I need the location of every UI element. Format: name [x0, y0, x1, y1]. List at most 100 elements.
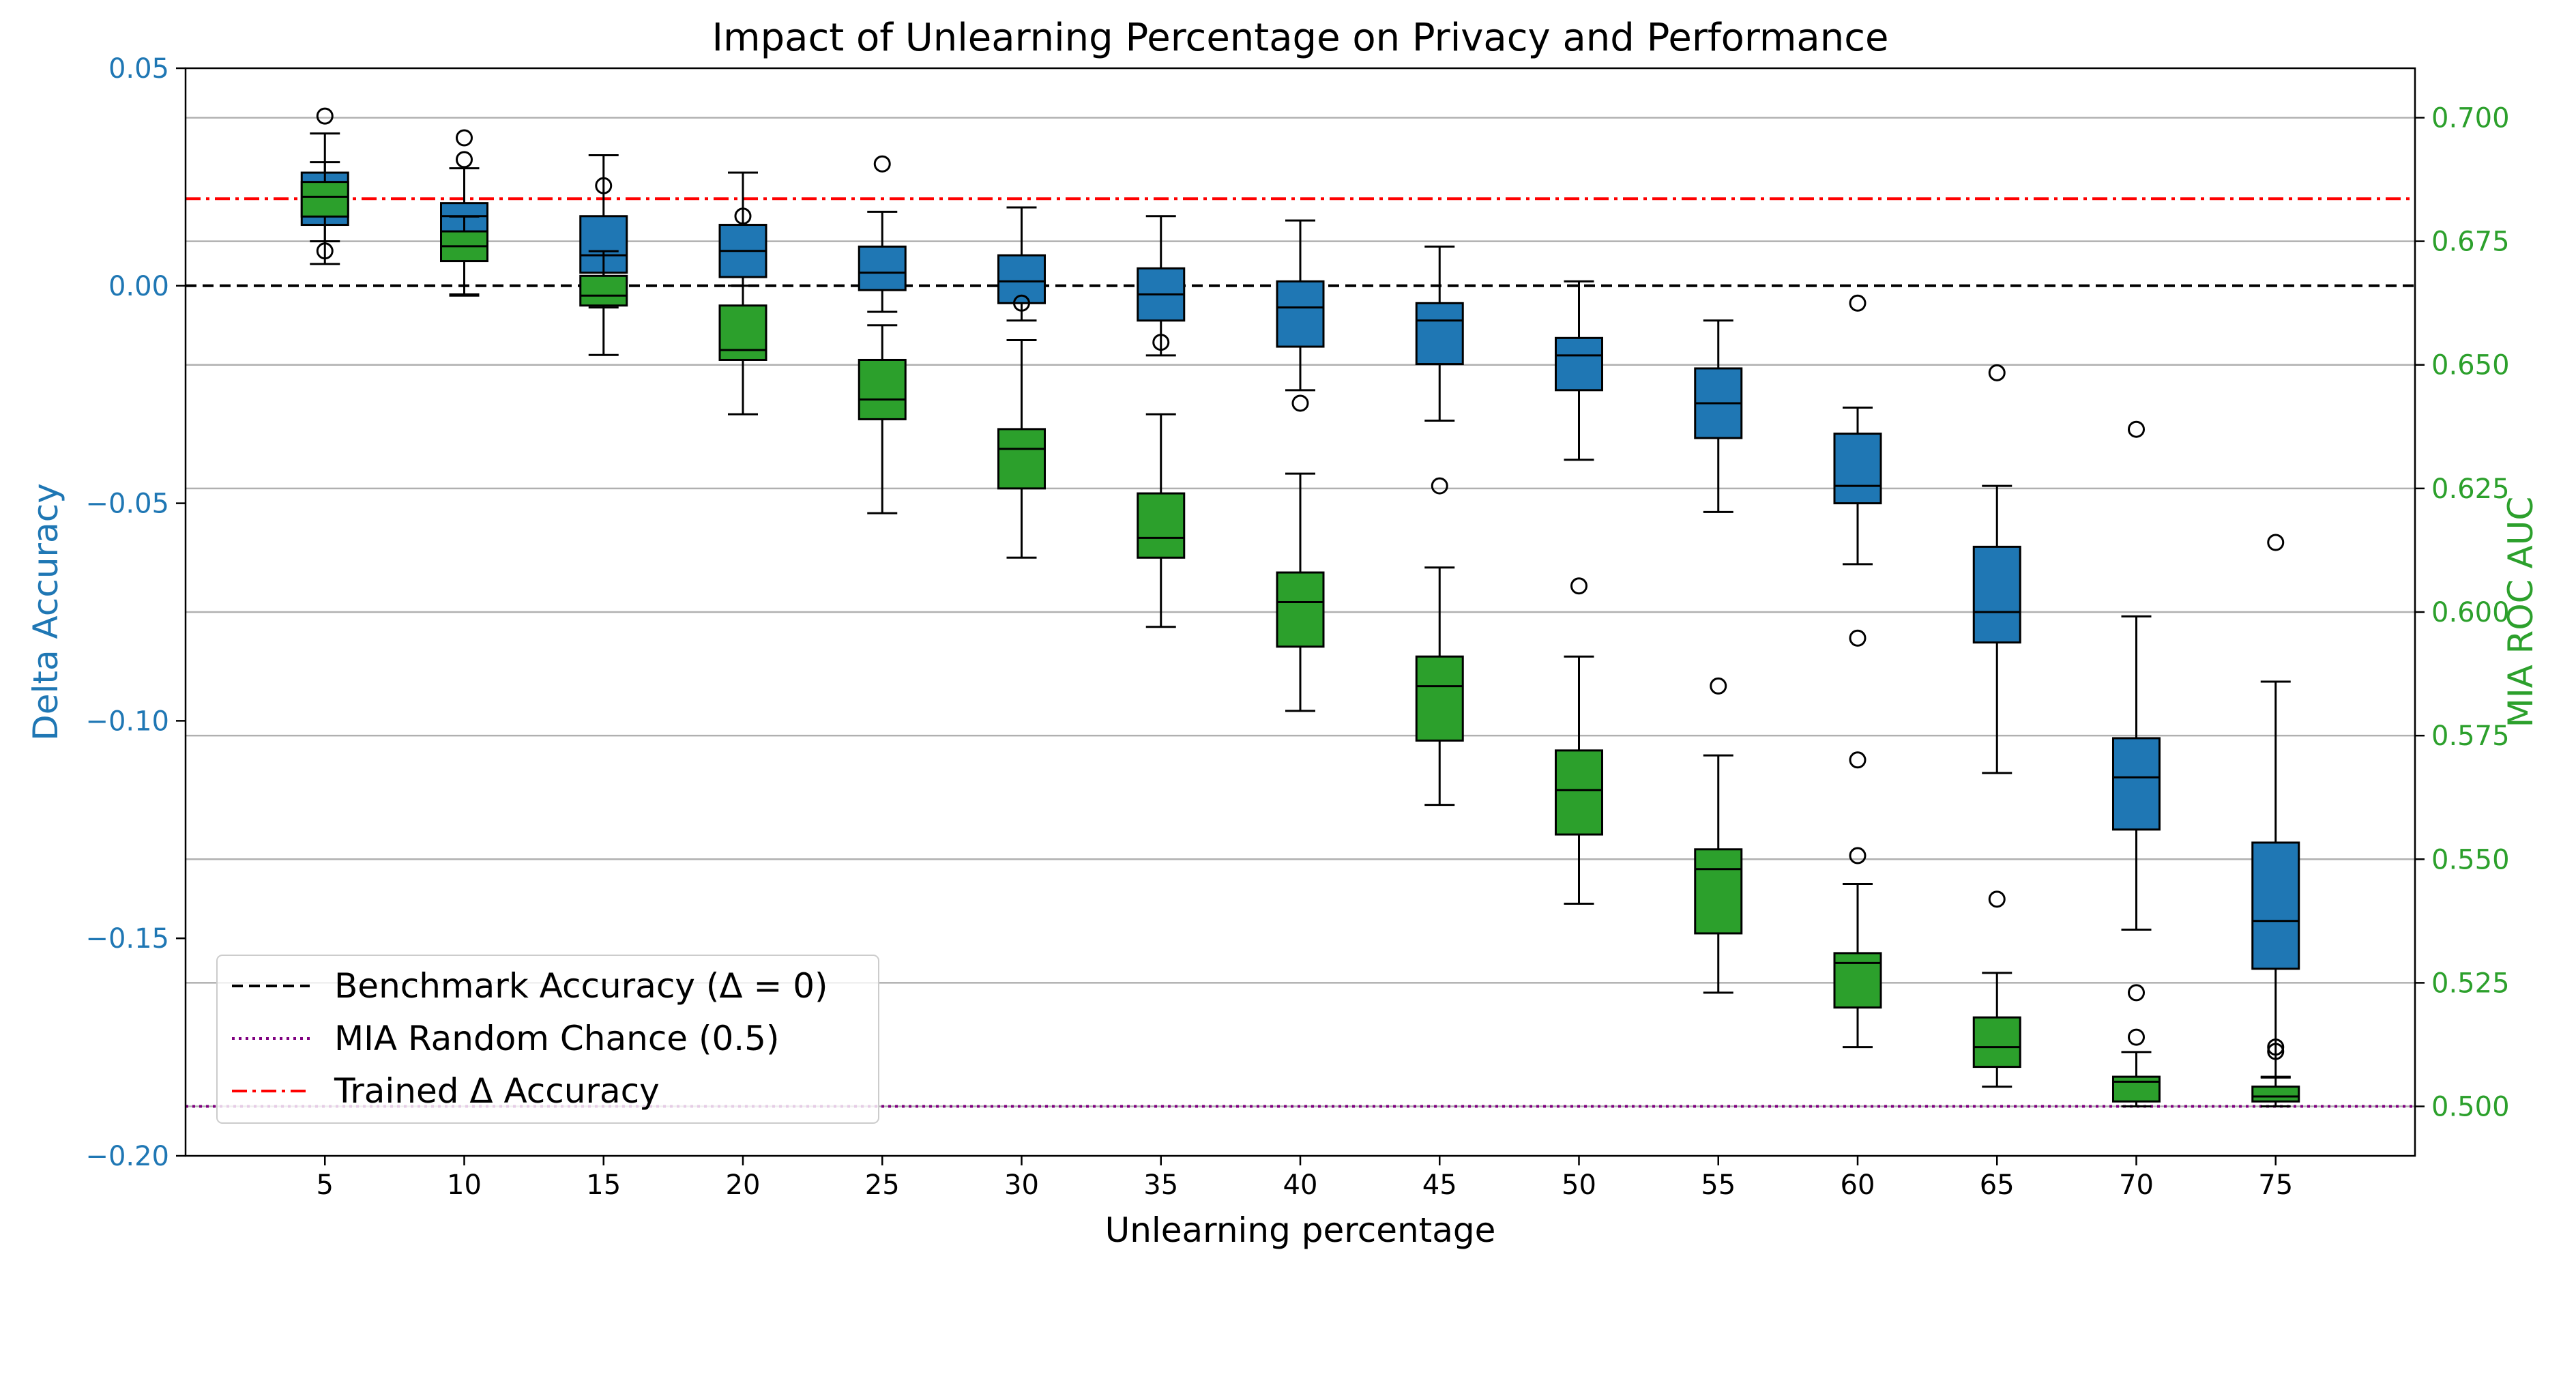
box-left-40	[1276, 219, 1325, 412]
box-iqr	[300, 181, 349, 218]
x-tick-label: 50	[1562, 1169, 1596, 1201]
left-y-tick-label: −0.10	[85, 706, 169, 737]
right-y-tick-label: 0.600	[2431, 597, 2510, 628]
box-plots	[300, 107, 2300, 1108]
box-right-60	[1833, 883, 1882, 1049]
box-right-10	[440, 215, 488, 297]
right-y-tick-label: 0.650	[2431, 350, 2510, 381]
box-iqr	[1415, 655, 1464, 742]
box-iqr	[858, 245, 907, 291]
box-iqr	[1694, 848, 1743, 935]
box-iqr	[858, 358, 907, 420]
box-iqr	[1972, 545, 2021, 644]
box-right-70	[2112, 984, 2161, 1108]
box-iqr	[1555, 336, 1603, 392]
outlier-point	[2128, 1028, 2145, 1046]
outlier-point	[2267, 1038, 2285, 1056]
box-right-45	[1415, 566, 1464, 806]
x-tick-label: 25	[865, 1169, 900, 1201]
x-tick-label: 40	[1283, 1169, 1318, 1201]
outlier-point	[1849, 847, 1867, 864]
x-tick-label: 45	[1422, 1169, 1457, 1201]
box-iqr	[1833, 952, 1882, 1009]
outlier-point	[2267, 534, 2285, 551]
right-y-axis-label: MIA ROC AUC	[2501, 497, 2541, 728]
outlier-point	[2267, 1043, 2285, 1060]
box-iqr	[718, 304, 767, 361]
box-right-55	[1694, 754, 1743, 994]
box-right-20	[718, 285, 767, 416]
x-tick-label: 75	[2258, 1169, 2293, 1201]
box-iqr	[997, 428, 1046, 490]
outlier-point	[1152, 334, 1170, 351]
outlier-point	[595, 177, 613, 194]
chart-title: Impact of Unlearning Percentage on Priva…	[712, 16, 1889, 60]
box-right-30	[997, 339, 1046, 559]
left-y-tick-label: 0.00	[108, 271, 169, 302]
box-left-15	[579, 154, 628, 309]
box-iqr	[1555, 749, 1603, 836]
box-right-40	[1276, 472, 1325, 712]
box-iqr	[1415, 302, 1464, 366]
outlier-point	[1570, 577, 1587, 595]
x-tick-label: 70	[2119, 1169, 2154, 1201]
left-y-tick-label: −0.20	[85, 1141, 169, 1172]
box-left-20	[718, 171, 767, 287]
box-iqr	[1833, 433, 1882, 505]
x-tick-label: 35	[1143, 1169, 1178, 1201]
box-right-75	[2251, 1038, 2300, 1108]
box-left-30	[997, 206, 1046, 322]
box-iqr	[2251, 1086, 2300, 1103]
right-y-tick-label: 0.525	[2431, 968, 2510, 999]
legend-label-mia-random: MIA Random Chance (0.5)	[334, 1019, 780, 1058]
box-left-70	[2112, 420, 2161, 931]
outlier-point	[1849, 629, 1867, 647]
right-y-tick-label: 0.500	[2431, 1092, 2510, 1123]
outlier-point	[734, 207, 752, 225]
outlier-point	[456, 129, 473, 147]
left-y-tick-label: −0.05	[85, 489, 169, 520]
outlier-point	[1431, 477, 1448, 495]
box-iqr	[2251, 841, 2300, 970]
outlier-point	[316, 242, 334, 260]
outlier-point	[316, 107, 334, 125]
x-tick-label: 5	[317, 1169, 334, 1201]
outlier-point	[873, 155, 891, 173]
box-right-50	[1555, 655, 1603, 905]
x-tick-label: 60	[1841, 1169, 1875, 1201]
right-y-tick-label: 0.625	[2431, 474, 2510, 505]
outlier-point	[2128, 984, 2145, 1002]
left-y-tick-label: 0.05	[108, 53, 169, 85]
outlier-point	[1291, 394, 1309, 412]
box-iqr	[579, 274, 628, 307]
x-tick-label: 15	[586, 1169, 621, 1201]
outlier-point	[1849, 294, 1867, 312]
box-iqr	[1276, 571, 1325, 648]
box-left-35	[1137, 215, 1186, 357]
x-tick-label: 65	[1980, 1169, 2015, 1201]
x-tick-label: 30	[1004, 1169, 1039, 1201]
x-tick-label: 10	[447, 1169, 482, 1201]
outlier-point	[2128, 420, 2145, 438]
outlier-point	[1013, 294, 1030, 312]
outlier-point	[456, 151, 473, 169]
right-y-tick-label: 0.700	[2431, 102, 2510, 134]
left-y-axis: 0.05 0.00 −0.05 −0.10 −0.15 −0.20	[85, 53, 186, 1172]
x-axis-label: Unlearning percentage	[1105, 1210, 1496, 1250]
box-iqr	[1972, 1016, 2021, 1069]
outlier-point	[1710, 677, 1727, 695]
box-left-45	[1415, 245, 1464, 495]
box-left-25	[858, 155, 907, 313]
box-right-65	[1972, 972, 2021, 1088]
x-axis: 5 10 15 20 25 30 35 40 45 50 55 60 65 70 75	[317, 1156, 2293, 1201]
x-tick-label: 55	[1701, 1169, 1736, 1201]
right-y-tick-label: 0.675	[2431, 227, 2510, 258]
legend: Benchmark Accuracy (Δ = 0) MIA Random Ch…	[216, 955, 879, 1124]
left-y-tick-label: −0.15	[85, 923, 169, 955]
legend-label-trained: Trained Δ Accuracy	[334, 1071, 660, 1111]
box-left-60	[1833, 294, 1882, 864]
box-right-35	[1137, 413, 1186, 628]
legend-label-benchmark: Benchmark Accuracy (Δ = 0)	[334, 966, 828, 1006]
box-iqr	[2112, 1075, 2161, 1103]
